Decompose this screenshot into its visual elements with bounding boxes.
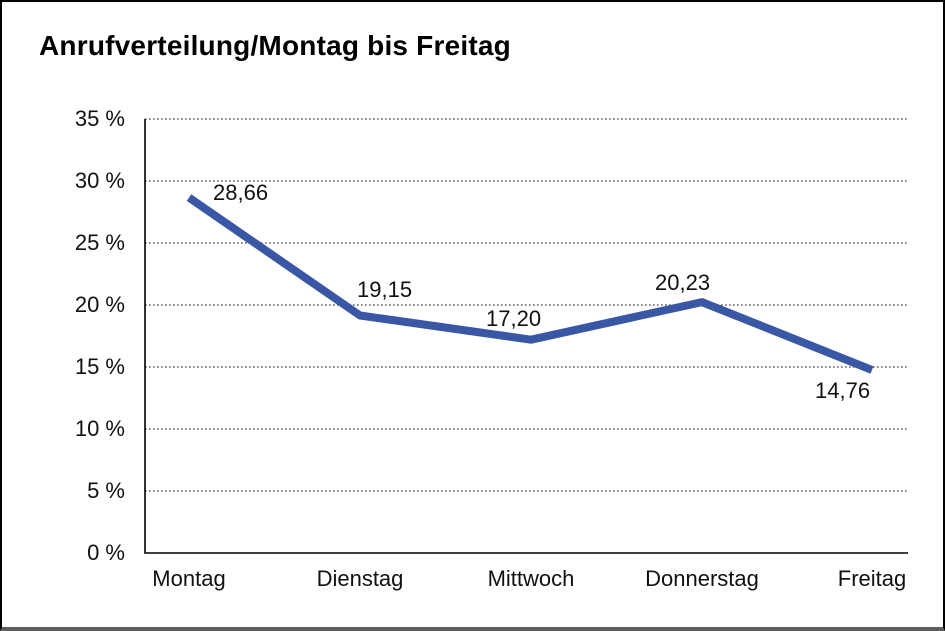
- data-point-label: 19,15: [357, 277, 413, 302]
- x-category-label: Dienstag: [316, 566, 404, 591]
- x-category-label: Montag: [152, 566, 226, 591]
- axis-line: [144, 119, 908, 554]
- data-point-label: 28,66: [213, 180, 269, 205]
- y-tick-label: 25 %: [74, 230, 125, 255]
- y-tick-label: 0 %: [87, 540, 125, 565]
- y-tick-label: 35 %: [74, 106, 125, 131]
- data-line: [186, 194, 874, 374]
- x-category-label: Donnerstag: [645, 566, 759, 591]
- y-tick-label: 30 %: [74, 168, 125, 193]
- x-category-label: Freitag: [837, 566, 907, 591]
- y-tick-label: 10 %: [74, 416, 125, 441]
- y-tick-label: 5 %: [87, 478, 125, 503]
- y-tick-label: 20 %: [74, 292, 125, 317]
- x-category-label: Mittwoch: [487, 566, 575, 591]
- y-tick-label: 15 %: [74, 354, 125, 379]
- data-point-label: 20,23: [655, 270, 711, 295]
- chart-title: Anrufverteilung/Montag bis Freitag: [39, 30, 511, 61]
- data-point-label: 14,76: [815, 378, 871, 403]
- data-point-label: 17,20: [486, 306, 542, 331]
